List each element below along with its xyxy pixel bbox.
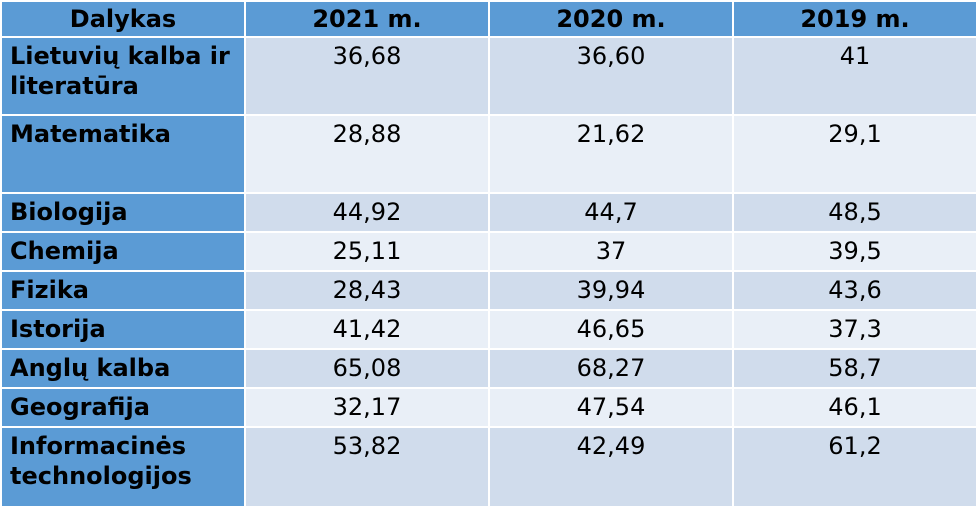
value-2019: 29,1 <box>732 114 976 194</box>
value-2019: 48,5 <box>732 192 976 233</box>
header-2020: 2020 m. <box>488 0 734 38</box>
subject-cell: Geografija <box>0 387 246 428</box>
table-row: Istorija 41,42 46,65 37,3 <box>0 309 976 350</box>
value-2021: 41,42 <box>244 309 490 350</box>
subject-cell: Anglų kalba <box>0 348 246 389</box>
value-2020: 68,27 <box>488 348 734 389</box>
value-2021: 28,88 <box>244 114 490 194</box>
header-2021: 2021 m. <box>244 0 490 38</box>
value-2021: 28,43 <box>244 270 490 311</box>
value-2020: 42,49 <box>488 426 734 508</box>
value-2019: 46,1 <box>732 387 976 428</box>
value-2019: 39,5 <box>732 231 976 272</box>
value-2021: 32,17 <box>244 387 490 428</box>
table-row: Informacinės technologijos 53,82 42,49 6… <box>0 426 976 508</box>
value-2019: 43,6 <box>732 270 976 311</box>
value-2019: 61,2 <box>732 426 976 508</box>
value-2020: 21,62 <box>488 114 734 194</box>
subject-cell: Fizika <box>0 270 246 311</box>
subject-cell: Chemija <box>0 231 246 272</box>
value-2019: 58,7 <box>732 348 976 389</box>
value-2021: 36,68 <box>244 36 490 116</box>
value-2021: 44,92 <box>244 192 490 233</box>
value-2019: 41 <box>732 36 976 116</box>
table-row: Matematika 28,88 21,62 29,1 <box>0 114 976 194</box>
value-2020: 44,7 <box>488 192 734 233</box>
header-row: Dalykas 2021 m. 2020 m. 2019 m. <box>0 0 976 38</box>
header-2019: 2019 m. <box>732 0 976 38</box>
value-2019: 37,3 <box>732 309 976 350</box>
table-row: Anglų kalba 65,08 68,27 58,7 <box>0 348 976 389</box>
value-2021: 53,82 <box>244 426 490 508</box>
table-row: Geografija 32,17 47,54 46,1 <box>0 387 976 428</box>
header-subject: Dalykas <box>0 0 246 38</box>
subject-cell: Istorija <box>0 309 246 350</box>
subject-cell: Biologija <box>0 192 246 233</box>
table-row: Chemija 25,11 37 39,5 <box>0 231 976 272</box>
value-2020: 37 <box>488 231 734 272</box>
value-2021: 65,08 <box>244 348 490 389</box>
value-2020: 39,94 <box>488 270 734 311</box>
subject-cell: Matematika <box>0 114 246 194</box>
table-row: Lietuvių kalba ir literatūra 36,68 36,60… <box>0 36 976 116</box>
value-2020: 47,54 <box>488 387 734 428</box>
subject-cell: Informacinės technologijos <box>0 426 246 508</box>
table-row: Biologija 44,92 44,7 48,5 <box>0 192 976 233</box>
value-2020: 46,65 <box>488 309 734 350</box>
value-2020: 36,60 <box>488 36 734 116</box>
subject-cell: Lietuvių kalba ir literatūra <box>0 36 246 116</box>
table-row: Fizika 28,43 39,94 43,6 <box>0 270 976 311</box>
value-2021: 25,11 <box>244 231 490 272</box>
